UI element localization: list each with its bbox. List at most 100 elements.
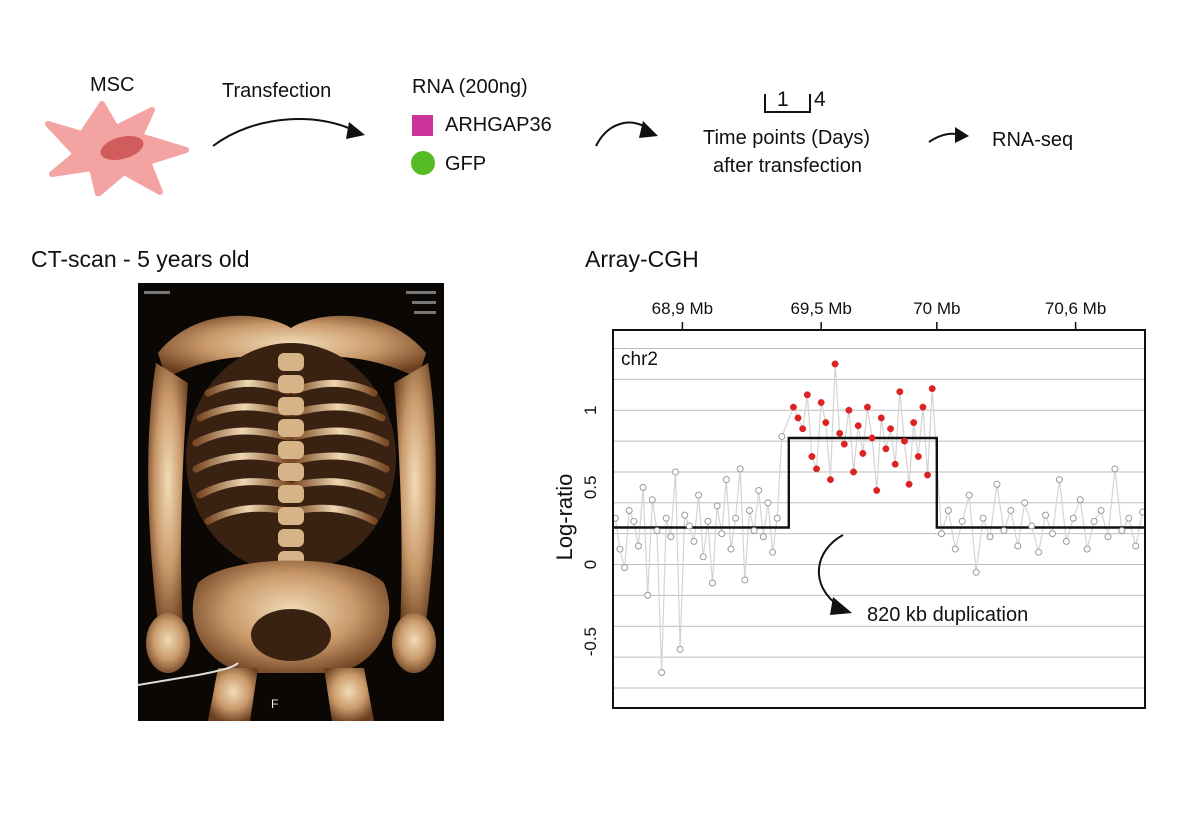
normal-probe-point [1035, 548, 1043, 556]
duplicated-probe-point [808, 453, 816, 460]
normal-probe-point [958, 517, 966, 525]
ct-scan-title: CT-scan - 5 years old [31, 246, 250, 272]
normal-probe-point [676, 645, 684, 653]
rna-title: RNA (200ng) [412, 76, 528, 98]
array-cgh-title: Array-CGH [585, 246, 699, 272]
duplicated-probe-point [868, 434, 876, 442]
normal-probe-point [621, 564, 629, 572]
normal-probe-point [1028, 522, 1036, 530]
duplicated-probe-point [789, 403, 797, 411]
normal-probe-point [1104, 533, 1112, 541]
plot-frame [612, 329, 1146, 709]
duplication-annotation-arrow [817, 534, 844, 608]
duplicated-probe-point [882, 445, 890, 453]
duplicated-probe-point [919, 403, 927, 411]
normal-probe-point [1132, 542, 1140, 550]
y-axis-label: Log-ratio [552, 474, 577, 561]
normal-probe-point [658, 669, 666, 677]
normal-probe-point [625, 507, 633, 515]
chrom-label: chr2 [621, 349, 658, 370]
normal-probe-point [699, 553, 707, 561]
normal-probe-point [639, 483, 647, 491]
timepoints-line2: after transfection [713, 155, 862, 177]
normal-probe-point [732, 514, 740, 522]
normal-probe-point [1055, 476, 1063, 484]
normal-probe-point [741, 576, 749, 584]
rnaseq-label: RNA-seq [992, 129, 1074, 151]
duplicated-probe-point [836, 429, 844, 437]
x-tick-label: 70,6 Mb [1045, 299, 1106, 318]
normal-probe-point [759, 533, 767, 541]
arhgap36-legend-label: ARHGAP36 [445, 114, 552, 136]
cell-nucleus [100, 135, 144, 161]
normal-probe-point [644, 591, 652, 599]
duplicated-probe-point [803, 391, 811, 399]
skeleton-rendering [138, 283, 444, 721]
duplicated-probe-point [794, 414, 802, 422]
duplicated-probe-point [840, 440, 848, 448]
duplicated-probe-point [799, 425, 807, 433]
normal-probe-point [986, 533, 994, 541]
normal-probe-point [718, 530, 726, 538]
normal-probe-point [1083, 545, 1091, 553]
normal-probe-point [708, 579, 716, 587]
y-tick-label: 0 [581, 560, 600, 569]
normal-probe-point [667, 533, 675, 541]
duplicated-probe-point [854, 422, 862, 430]
mesenchymal-cell-icon [45, 101, 189, 196]
normal-probe-point [1048, 530, 1056, 538]
rnaseq-arrow-icon [928, 127, 969, 143]
duplicated-probe-point [887, 425, 895, 433]
x-tick-label: 68,9 Mb [652, 299, 713, 318]
duplicated-probe-point [873, 487, 881, 494]
normal-probe-point [690, 537, 698, 545]
normal-probe-point [1062, 537, 1070, 545]
normal-probe-point [1021, 499, 1029, 507]
normal-probe-point [736, 465, 744, 473]
duplicated-probe-point [826, 476, 834, 484]
normal-probe-point [972, 568, 980, 576]
duplicated-probe-point [822, 419, 830, 427]
transfection-arrow-icon [212, 118, 365, 147]
arhgap36-legend-swatch [412, 115, 433, 136]
normal-probe-point [755, 486, 763, 494]
normal-probe-point [653, 527, 661, 535]
normal-probe-point [685, 522, 693, 530]
y-tick-label: -0.5 [581, 627, 600, 656]
normal-probe-point [1000, 527, 1008, 535]
duplication-annotation-label: 820 kb duplication [867, 604, 1028, 626]
normal-probe-point [1090, 517, 1098, 525]
normal-probe-point [713, 502, 721, 510]
ct-marker-label: F [271, 697, 279, 711]
y-tick-label: 1 [581, 405, 600, 414]
duplication-annotation-arrowhead [830, 597, 852, 615]
duplicated-probe-point [914, 453, 922, 460]
normal-probe-point [773, 514, 781, 522]
normal-probe-point [1076, 496, 1084, 504]
transfection-label: Transfection [222, 80, 332, 102]
normal-probe-point [745, 507, 753, 515]
duplicated-probe-point [905, 480, 913, 488]
normal-probe-point [965, 491, 973, 499]
segment-step-line [613, 436, 1145, 529]
duplicated-probe-point [928, 385, 936, 393]
normal-probe-point [979, 514, 987, 522]
normal-probe-point [722, 476, 730, 484]
normal-probe-point [937, 530, 945, 538]
normal-probe-point [648, 496, 656, 504]
normal-probe-point [704, 517, 712, 525]
duplicated-probe-point [845, 406, 853, 414]
duplicated-probe-point [850, 468, 858, 476]
normal-probe-point [1014, 542, 1022, 550]
duplicated-probe-point [910, 419, 918, 427]
normal-probe-point [616, 545, 624, 553]
normal-probe-point [1042, 511, 1050, 519]
duplicated-probe-point [900, 437, 908, 445]
normal-probe-point [1111, 465, 1119, 473]
duplicated-probe-point [924, 471, 932, 479]
normal-probe-point [671, 468, 679, 476]
duplicated-probe-point [896, 388, 904, 396]
duplicated-probe-point [813, 465, 820, 473]
normal-probe-point [634, 542, 642, 550]
normal-probe-point [750, 527, 758, 535]
